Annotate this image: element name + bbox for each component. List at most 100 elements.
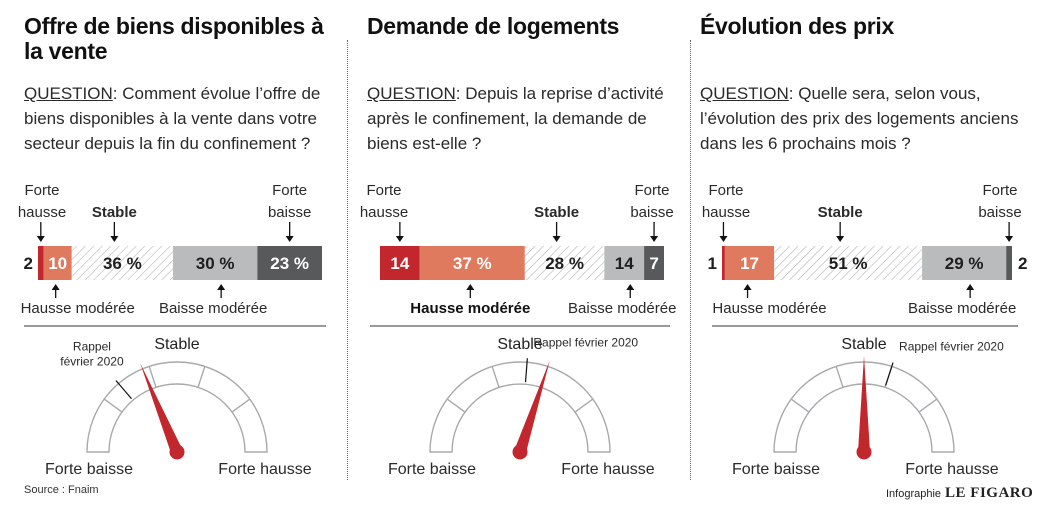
gauge-label-forte-hausse: Forte hausse — [561, 461, 654, 478]
label-hausse-moderee: Hausse modérée — [712, 300, 826, 317]
question-text: : Quelle sera, selon vous, l’évolution d… — [700, 84, 1019, 153]
bar-forte-hausse — [722, 246, 725, 280]
bar-value-label: 17 — [740, 254, 759, 273]
panel-demande: Demande de logements QUESTION: Depuis la… — [367, 0, 697, 514]
gauge-label-forte-baisse: Forte baisse — [732, 461, 820, 478]
gauge-tick — [491, 366, 500, 388]
brand-logo: LE FIGARO — [945, 485, 1034, 501]
gauge-needle — [514, 360, 550, 454]
gauge-tick — [197, 366, 206, 388]
label-forte-hausse: hausse — [702, 204, 750, 221]
panel-title: Offre de biens disponibles à la vente — [24, 13, 324, 64]
label-stable: Stable — [92, 204, 137, 221]
bar-stable — [774, 246, 923, 280]
gauge-label-stable: Stable — [497, 336, 542, 353]
gauge-label-stable: Stable — [841, 336, 886, 353]
gauge-needle — [858, 356, 870, 452]
bar-value-label: 30 % — [196, 254, 235, 273]
panel-offre: Offre de biens disponibles à la vente QU… — [24, 0, 354, 514]
bar-value-label: 28 % — [545, 254, 584, 273]
gauge-hub — [512, 444, 528, 460]
bar-value-label: 10 — [48, 254, 67, 273]
question-text: : Depuis la reprise d’activité après le … — [367, 84, 664, 153]
gauge-label-forte-baisse: Forte baisse — [45, 461, 133, 478]
gauge-tick — [835, 366, 844, 388]
bar-forte-baisse — [644, 246, 664, 280]
panel-question: QUESTION: Depuis la reprise d’activité a… — [367, 81, 687, 156]
question-text: : Comment évolue l’offre de biens dispon… — [24, 84, 321, 153]
bar-hausse-mod-r-e — [419, 246, 525, 280]
label-baisse-moderee: Baisse modérée — [159, 300, 267, 317]
arrow-baisse-moderee-head — [966, 284, 975, 290]
label-forte-hausse: hausse — [360, 204, 408, 221]
bar-hausse-mod-r-e — [43, 246, 72, 280]
bar-forte-hausse — [380, 246, 420, 280]
bar-value-label: 2 — [24, 254, 33, 273]
bar-value-label: 14 — [390, 254, 409, 273]
gauge-rappel-label: Rappel février 2020 — [533, 335, 638, 349]
arrow-forte-baisse-head — [1005, 236, 1014, 242]
panel-prix: Évolution des prix QUESTION: Quelle sera… — [700, 0, 1030, 514]
arrow-forte-baisse-head — [285, 236, 294, 242]
bar-value-label: 23 % — [270, 254, 309, 273]
panel-divider — [347, 40, 348, 480]
gauge-rappel-label: Rappel — [73, 340, 111, 354]
bar-hausse-mod-r-e — [724, 246, 775, 280]
arrow-hausse-moderee-head — [743, 284, 752, 290]
label-forte-hausse: Forte — [708, 182, 743, 199]
gauge-tick — [918, 398, 938, 413]
label-stable: Stable — [818, 204, 863, 221]
panel-question: QUESTION: Comment évolue l’offre de bien… — [24, 81, 344, 156]
gauge-tick — [790, 398, 810, 413]
arrow-baisse-moderee-head — [626, 284, 635, 290]
gauge-tick — [231, 398, 251, 413]
gauge-needle — [140, 363, 183, 455]
credit-label: Infographie — [886, 488, 942, 500]
arrow-stable-head — [836, 236, 845, 242]
bar-stable — [71, 246, 173, 280]
panel-question: QUESTION: Quelle sera, selon vous, l’évo… — [700, 81, 1020, 156]
arrow-stable-head — [552, 236, 561, 242]
label-stable: Stable — [534, 204, 579, 221]
gauge-arc — [429, 361, 611, 453]
panel-divider — [690, 40, 691, 480]
arrow-forte-baisse-head — [650, 236, 659, 242]
arrow-hausse-moderee-head — [51, 284, 60, 290]
bar-value-label: 7 — [649, 254, 658, 273]
bar-value-label: 29 % — [945, 254, 984, 273]
bar-stable — [524, 246, 605, 280]
source-note: Source : Fnaim — [24, 484, 99, 496]
arrow-baisse-moderee-head — [217, 284, 226, 290]
bar-forte-hausse — [38, 246, 44, 280]
label-forte-hausse: hausse — [18, 204, 66, 221]
bar-value-label: 14 — [615, 254, 634, 273]
label-baisse-moderee: Baisse modérée — [568, 300, 676, 317]
bar-value-label: 2 — [1018, 254, 1027, 273]
gauge-label-forte-hausse: Forte hausse — [218, 461, 311, 478]
label-forte-baisse: Forte — [982, 182, 1017, 199]
bar-forte-baisse — [257, 246, 322, 280]
bar-value-label: 1 — [708, 254, 717, 273]
label-hausse-moderee: Hausse modérée — [21, 300, 135, 317]
bar-baisse-mod-r-e — [604, 246, 645, 280]
label-forte-baisse: Forte — [272, 182, 307, 199]
label-forte-baisse: Forte — [634, 182, 669, 199]
gauge-hub — [856, 444, 872, 460]
question-label: QUESTION — [24, 84, 113, 103]
gauge-rappel-label: Rappel février 2020 — [899, 340, 1004, 354]
arrow-forte-hausse-head — [36, 236, 45, 242]
label-forte-baisse: baisse — [630, 204, 673, 221]
gauge-arc — [86, 361, 268, 453]
bar-value-label: 36 % — [103, 254, 142, 273]
label-baisse-moderee: Baisse modérée — [908, 300, 1016, 317]
gauge-rappel-marker — [885, 362, 894, 386]
gauge-hub — [169, 444, 185, 460]
label-forte-hausse: Forte — [366, 182, 401, 199]
gauge-tick — [148, 366, 157, 388]
gauge-rappel-marker — [524, 358, 528, 383]
label-forte-baisse: baisse — [268, 204, 311, 221]
gauge-label-forte-hausse: Forte hausse — [905, 461, 998, 478]
bar-value-label: 37 % — [453, 254, 492, 273]
gauge-tick — [103, 398, 123, 413]
